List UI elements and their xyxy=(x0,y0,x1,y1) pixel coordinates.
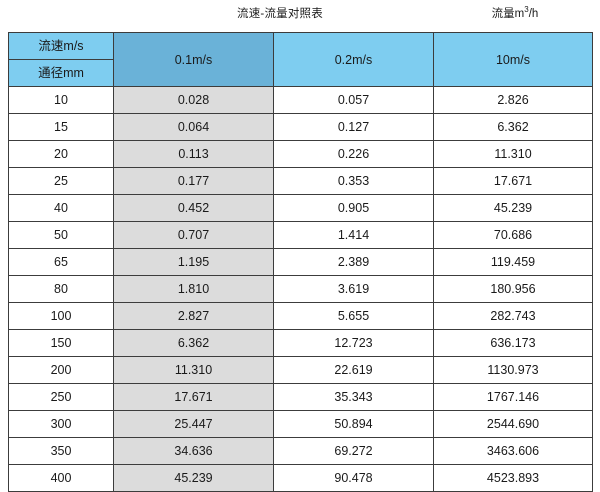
cell-flow-10ms: 45.239 xyxy=(433,194,593,222)
table-row: 40 0.452 0.905 45.239 xyxy=(8,194,593,222)
cell-flow-0.2ms: 3.619 xyxy=(273,275,434,303)
cell-flow-0.1ms: 34.636 xyxy=(113,437,274,465)
cell-flow-10ms: 180.956 xyxy=(433,275,593,303)
header-row-bottom: 通径mm xyxy=(8,59,593,87)
cell-flow-0.2ms: 0.353 xyxy=(273,167,434,195)
cell-flow-10ms: 4523.893 xyxy=(433,464,593,492)
flow-velocity-table: 流速m/s 0.1m/s 0.2m/s 10m/s 通径mm 10 0.028 … xyxy=(8,32,593,492)
cell-flow-10ms: 636.173 xyxy=(433,329,593,357)
cell-diameter: 250 xyxy=(8,383,114,411)
cell-flow-0.1ms: 11.310 xyxy=(113,356,274,384)
cell-flow-0.2ms: 35.343 xyxy=(273,383,434,411)
cell-flow-10ms: 3463.606 xyxy=(433,437,593,465)
cell-flow-10ms: 11.310 xyxy=(433,140,593,168)
cell-diameter: 25 xyxy=(8,167,114,195)
cell-flow-10ms: 70.686 xyxy=(433,221,593,249)
table-row: 100 2.827 5.655 282.743 xyxy=(8,302,593,330)
cell-flow-0.1ms: 0.452 xyxy=(113,194,274,222)
cell-diameter: 40 xyxy=(8,194,114,222)
cell-diameter: 150 xyxy=(8,329,114,357)
table-row: 20 0.113 0.226 11.310 xyxy=(8,140,593,168)
cell-flow-10ms: 119.459 xyxy=(433,248,593,276)
cell-flow-0.2ms: 22.619 xyxy=(273,356,434,384)
header-velocity-label: 流速m/s xyxy=(8,32,114,60)
table-row: 350 34.636 69.272 3463.606 xyxy=(8,437,593,465)
cell-diameter: 20 xyxy=(8,140,114,168)
cell-flow-10ms: 2.826 xyxy=(433,86,593,114)
table-row: 150 6.362 12.723 636.173 xyxy=(8,329,593,357)
header-row-top: 流速m/s 0.1m/s 0.2m/s 10m/s xyxy=(8,32,593,87)
cell-flow-0.1ms: 0.177 xyxy=(113,167,274,195)
table-row: 80 1.810 3.619 180.956 xyxy=(8,275,593,303)
cell-flow-0.2ms: 50.894 xyxy=(273,410,434,438)
cell-diameter: 50 xyxy=(8,221,114,249)
cell-flow-10ms: 1767.146 xyxy=(433,383,593,411)
header-diameter-label: 通径mm xyxy=(8,59,114,87)
cell-diameter: 65 xyxy=(8,248,114,276)
cell-flow-10ms: 17.671 xyxy=(433,167,593,195)
cell-flow-0.2ms: 1.414 xyxy=(273,221,434,249)
flow-unit-text: 流量m xyxy=(491,8,525,20)
cell-flow-0.2ms: 90.478 xyxy=(273,464,434,492)
cell-flow-10ms: 282.743 xyxy=(433,302,593,330)
flow-unit-caption: 流量m3/h xyxy=(455,5,575,21)
cell-flow-0.1ms: 17.671 xyxy=(113,383,274,411)
cell-flow-0.2ms: 0.057 xyxy=(273,86,434,114)
cell-diameter: 350 xyxy=(8,437,114,465)
table-row: 25 0.177 0.353 17.671 xyxy=(8,167,593,195)
cell-flow-0.2ms: 2.389 xyxy=(273,248,434,276)
cell-diameter: 15 xyxy=(8,113,114,141)
table-row: 10 0.028 0.057 2.826 xyxy=(8,86,593,114)
cell-flow-10ms: 6.362 xyxy=(433,113,593,141)
cell-diameter: 100 xyxy=(8,302,114,330)
flow-table-container: 流速m/s 0.1m/s 0.2m/s 10m/s 通径mm 10 0.028 … xyxy=(8,32,593,492)
cell-flow-0.1ms: 25.447 xyxy=(113,410,274,438)
table-row: 65 1.195 2.389 119.459 xyxy=(8,248,593,276)
cell-flow-10ms: 2544.690 xyxy=(433,410,593,438)
flow-unit-tail: /h xyxy=(528,8,539,20)
cell-diameter: 10 xyxy=(8,86,114,114)
cell-diameter: 80 xyxy=(8,275,114,303)
chart-title: 流速-流量对照表 xyxy=(237,8,323,20)
cell-flow-0.1ms: 1.810 xyxy=(113,275,274,303)
cell-flow-0.1ms: 1.195 xyxy=(113,248,274,276)
table-row: 250 17.671 35.343 1767.146 xyxy=(8,383,593,411)
header-col-0.1ms: 0.1m/s xyxy=(113,32,274,87)
table-row: 50 0.707 1.414 70.686 xyxy=(8,221,593,249)
header-col-10ms: 10m/s xyxy=(433,32,593,87)
table-row: 400 45.239 90.478 4523.893 xyxy=(8,464,593,492)
cell-flow-0.1ms: 0.064 xyxy=(113,113,274,141)
cell-flow-0.1ms: 6.362 xyxy=(113,329,274,357)
table-row: 200 11.310 22.619 1130.973 xyxy=(8,356,593,384)
cell-flow-0.2ms: 0.226 xyxy=(273,140,434,168)
cell-flow-0.1ms: 0.113 xyxy=(113,140,274,168)
cell-flow-0.2ms: 12.723 xyxy=(273,329,434,357)
cell-flow-0.1ms: 45.239 xyxy=(113,464,274,492)
table-body: 流速m/s 0.1m/s 0.2m/s 10m/s 通径mm 10 0.028 … xyxy=(8,32,593,492)
cell-diameter: 200 xyxy=(8,356,114,384)
table-row: 300 25.447 50.894 2544.690 xyxy=(8,410,593,438)
cell-flow-0.2ms: 5.655 xyxy=(273,302,434,330)
caption-bar: 流速-流量对照表 流量m3/h xyxy=(0,0,600,30)
cell-flow-0.1ms: 2.827 xyxy=(113,302,274,330)
cell-flow-0.1ms: 0.028 xyxy=(113,86,274,114)
cell-flow-0.2ms: 0.905 xyxy=(273,194,434,222)
flow-unit-superscript: 3 xyxy=(524,5,529,15)
header-col-0.2ms: 0.2m/s xyxy=(273,32,434,87)
cell-flow-0.2ms: 69.272 xyxy=(273,437,434,465)
table-row: 15 0.064 0.127 6.362 xyxy=(8,113,593,141)
cell-diameter: 300 xyxy=(8,410,114,438)
cell-flow-0.2ms: 0.127 xyxy=(273,113,434,141)
cell-flow-0.1ms: 0.707 xyxy=(113,221,274,249)
cell-diameter: 400 xyxy=(8,464,114,492)
cell-flow-10ms: 1130.973 xyxy=(433,356,593,384)
